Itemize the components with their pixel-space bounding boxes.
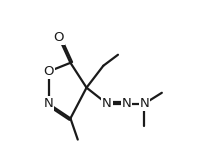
Text: O: O xyxy=(54,31,64,44)
Text: O: O xyxy=(43,65,54,78)
Text: N: N xyxy=(139,97,149,110)
Text: N: N xyxy=(44,97,53,110)
Text: N: N xyxy=(102,97,112,110)
Text: N: N xyxy=(122,97,132,110)
